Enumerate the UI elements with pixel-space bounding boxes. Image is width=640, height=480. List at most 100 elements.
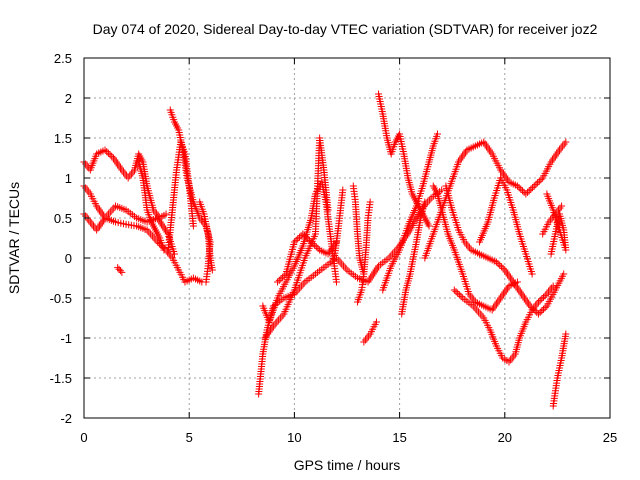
- series-track-24: [476, 174, 536, 278]
- data-point-marker: [307, 238, 315, 246]
- data-point-marker: [538, 307, 546, 315]
- data-point-marker: [277, 275, 285, 283]
- data-point-marker: [202, 278, 210, 286]
- series-track-15: [330, 186, 347, 262]
- data-marks: [80, 90, 570, 410]
- series-track-8: [164, 138, 197, 254]
- data-point-marker: [433, 130, 441, 138]
- data-point-marker: [330, 254, 338, 262]
- series-track-1: [80, 146, 170, 222]
- data-point-marker: [421, 198, 429, 206]
- data-point-marker: [517, 185, 525, 193]
- data-point-marker: [549, 282, 557, 290]
- series-track-20: [429, 182, 521, 314]
- series-track-27: [539, 202, 566, 238]
- data-point-marker: [540, 293, 548, 301]
- data-point-marker: [108, 152, 116, 160]
- x-tick-label: 5: [186, 430, 193, 445]
- data-point-marker: [295, 233, 303, 241]
- data-point-marker: [558, 202, 566, 210]
- chart-title: Day 074 of 2020, Sidereal Day-to-day VTE…: [93, 21, 598, 37]
- series-track-12: [274, 230, 340, 286]
- data-point-marker: [530, 182, 538, 190]
- series-track-23: [450, 282, 557, 366]
- data-point-marker: [537, 176, 545, 184]
- series-track-5: [114, 264, 126, 276]
- data-point-marker: [527, 185, 535, 193]
- data-point-marker: [534, 298, 542, 306]
- data-point-marker: [535, 177, 543, 185]
- data-point-marker: [292, 236, 300, 244]
- data-point-marker: [497, 263, 505, 271]
- data-point-marker: [300, 232, 308, 240]
- data-point-marker: [534, 310, 542, 318]
- data-point-marker: [494, 260, 502, 268]
- series-track-16: [360, 318, 380, 346]
- data-point-marker: [312, 243, 320, 251]
- data-point-marker: [534, 179, 542, 187]
- data-point-marker: [294, 235, 302, 243]
- data-point-marker: [538, 295, 546, 303]
- data-point-marker: [372, 318, 380, 326]
- data-point-marker: [162, 210, 170, 218]
- data-point-marker: [522, 190, 530, 198]
- data-point-marker: [541, 292, 549, 300]
- x-tick-label: 0: [80, 430, 87, 445]
- data-point-marker: [454, 289, 462, 297]
- data-point-marker: [536, 308, 544, 316]
- data-point-marker: [290, 238, 298, 246]
- series-track-25: [543, 190, 570, 258]
- data-point-marker: [103, 148, 111, 156]
- y-tick-label: -1.5: [50, 371, 72, 386]
- y-tick-label: 2: [65, 91, 72, 106]
- data-point-marker: [532, 180, 540, 188]
- x-tick-label: 25: [603, 430, 617, 445]
- y-tick-label: 1: [65, 171, 72, 186]
- data-point-marker: [309, 240, 317, 248]
- data-point-marker: [208, 266, 216, 274]
- data-point-marker: [452, 288, 460, 296]
- series-track-2: [80, 182, 206, 286]
- y-tick-label: -0.5: [50, 291, 72, 306]
- data-point-marker: [540, 305, 548, 313]
- data-point-marker: [455, 291, 463, 299]
- data-point-marker: [118, 268, 126, 276]
- series-track-26: [549, 330, 570, 410]
- data-point-marker: [547, 250, 555, 258]
- data-point-marker: [541, 304, 549, 312]
- data-point-marker: [515, 184, 523, 192]
- data-point-marker: [279, 273, 287, 281]
- data-point-marker: [324, 206, 332, 214]
- data-point-marker: [332, 278, 340, 286]
- series-track-7: [196, 198, 216, 274]
- data-point-marker: [562, 330, 570, 338]
- data-point-marker: [280, 272, 288, 280]
- series-track-11: [261, 134, 332, 342]
- data-point-marker: [450, 286, 458, 294]
- data-point-marker: [304, 235, 312, 243]
- y-tick-label: 2.5: [54, 51, 72, 66]
- data-point-marker: [457, 292, 465, 300]
- x-tick-label: 10: [287, 430, 301, 445]
- series-track-22: [442, 182, 568, 318]
- plot-frame: [83, 57, 611, 419]
- data-point-marker: [189, 222, 197, 230]
- x-tick-label: 15: [392, 430, 406, 445]
- data-point-marker: [499, 264, 507, 272]
- tick-layer: 0 5 10 15 20 25 -2 -1.5 -1 -0.5 0 0.5 1 1.5 2 2.5: [50, 51, 618, 445]
- data-point-marker: [492, 258, 500, 266]
- data-point-marker: [104, 149, 112, 157]
- data-point-marker: [496, 261, 504, 269]
- data-point-marker: [116, 267, 124, 275]
- data-point-marker: [524, 188, 532, 196]
- series-track-14: [354, 198, 374, 306]
- data-point-marker: [275, 276, 283, 284]
- series-track-18: [379, 130, 441, 294]
- series-track-4: [135, 158, 168, 254]
- series-track-3: [80, 202, 178, 258]
- data-point-marker: [306, 236, 314, 244]
- data-point-marker: [525, 187, 533, 195]
- data-point-marker: [438, 186, 446, 194]
- data-point-marker: [425, 222, 433, 230]
